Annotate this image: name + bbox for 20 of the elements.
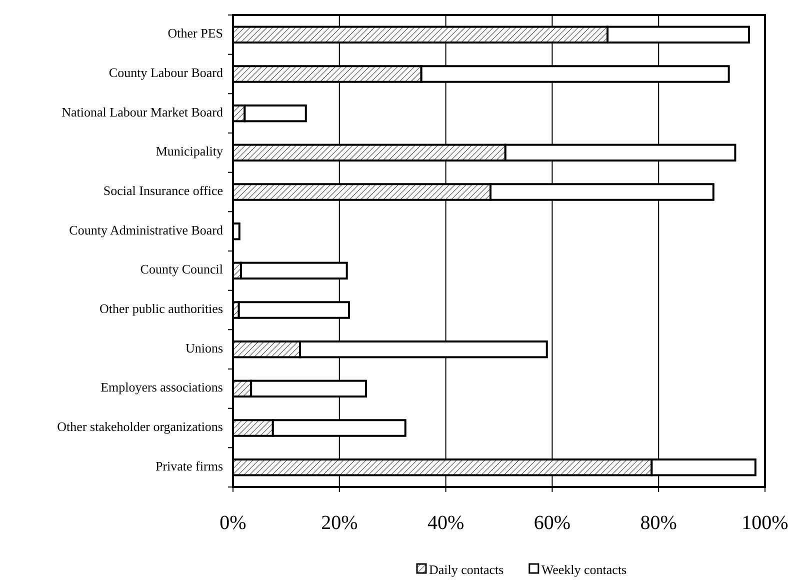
y-tick-label: County Council bbox=[140, 262, 224, 277]
x-tick-label: 20% bbox=[321, 512, 358, 534]
y-tick-label: County Administrative Board bbox=[69, 222, 224, 238]
legend-label: Daily contacts bbox=[429, 562, 504, 577]
y-tick-label: Municipality bbox=[156, 144, 224, 159]
y-tick-label: Other stakeholder organizations bbox=[57, 418, 223, 434]
y-tick-label: Employers associations bbox=[100, 380, 223, 395]
y-tick-label: National Labour Market Board bbox=[62, 104, 224, 120]
y-tick-label: Unions bbox=[185, 340, 223, 356]
y-tick-label: County Labour Board bbox=[108, 64, 224, 80]
y-tick-label: Private firms bbox=[155, 458, 223, 474]
x-tick-label: 0% bbox=[220, 512, 246, 534]
y-tick-label: Social Insurance office bbox=[103, 182, 224, 198]
x-tick-label: 100% bbox=[742, 512, 788, 534]
y-tick-label: Other PES bbox=[168, 26, 223, 41]
x-tick-label: 40% bbox=[427, 512, 464, 534]
y-tick-label: Other public authorities bbox=[100, 300, 223, 316]
legend-label: Weekly contacts bbox=[541, 562, 627, 577]
x-tick-label: 60% bbox=[534, 512, 571, 534]
x-tick-label: 80% bbox=[640, 512, 677, 534]
